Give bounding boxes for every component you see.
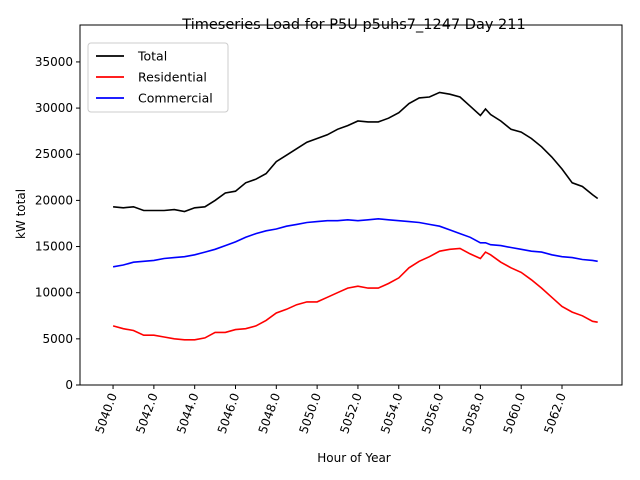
legend-label: Residential xyxy=(138,70,207,85)
x-tick-label: 5062.0 xyxy=(541,391,569,435)
y-tick-label: 5000 xyxy=(42,332,73,346)
legend: Total Residential Commercial xyxy=(87,42,229,113)
y-tick-label: 15000 xyxy=(35,240,73,254)
x-tick-label: 5042.0 xyxy=(133,391,161,435)
series-line-residential xyxy=(112,247,598,341)
plot-frame xyxy=(79,24,623,386)
x-tick-label: 5052.0 xyxy=(337,391,365,435)
series-line-commercial xyxy=(112,217,598,268)
x-tick-label: 5050.0 xyxy=(296,391,324,435)
legend-label: Total xyxy=(137,49,167,64)
y-tick-label: 35000 xyxy=(35,55,73,69)
x-tick-label: 5044.0 xyxy=(174,391,202,435)
x-tick-label: 5040.0 xyxy=(92,391,120,435)
x-tick-label: 5048.0 xyxy=(256,391,284,435)
x-axis-label: Hour of Year xyxy=(317,451,391,465)
x-tick-label: 5054.0 xyxy=(378,391,406,435)
series-layer xyxy=(112,91,599,341)
legend-label: Commercial xyxy=(138,91,213,106)
y-tick-label: 0 xyxy=(65,378,73,392)
x-tick-label: 5056.0 xyxy=(419,391,447,435)
y-tick-label: 20000 xyxy=(35,193,73,207)
legend-box xyxy=(87,42,229,113)
y-tick-label: 30000 xyxy=(35,101,73,115)
series-line-total xyxy=(113,91,599,213)
x-tick-label: 5046.0 xyxy=(215,391,243,435)
x-tick-label: 5060.0 xyxy=(500,391,528,435)
y-axis-label: kW total xyxy=(14,189,28,239)
y-tick-label: 25000 xyxy=(35,147,73,161)
x-tick-label: 5058.0 xyxy=(460,391,488,435)
y-tick-label: 10000 xyxy=(35,286,73,300)
